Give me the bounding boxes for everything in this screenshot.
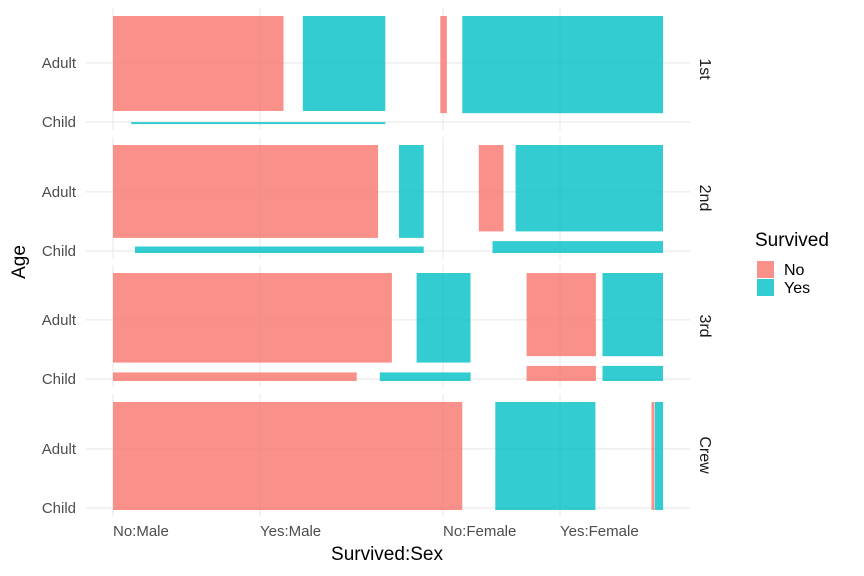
mosaic-tile-no — [113, 273, 392, 363]
mosaic-tile-no — [526, 273, 596, 357]
mosaic-tile-yes — [602, 273, 663, 357]
facet-strip-label: Crew — [696, 436, 713, 474]
mosaic-tile-no — [526, 365, 596, 381]
x-axis-ticks: No:Male Yes:Male No:Female Yes:Female — [113, 523, 639, 540]
mosaic-tile-no — [113, 372, 357, 381]
mosaic-tile-no — [113, 145, 379, 238]
y-tick-label: Child — [42, 243, 76, 260]
legend-swatch-no — [757, 261, 774, 278]
mosaic-tile-no — [113, 402, 463, 510]
facet-panels: Adult Child Adult Child Adult Child Adult Child — [42, 8, 690, 517]
y-tick-label: Child — [42, 114, 76, 131]
mosaic-tile-yes — [379, 372, 471, 381]
facet-strip-label: 2nd — [696, 185, 713, 212]
x-tick-label: Yes:Female — [560, 523, 639, 540]
legend-title: Survived — [755, 230, 829, 251]
mosaic-tile-no — [113, 16, 284, 111]
mosaic-tile-yes — [416, 273, 471, 363]
x-tick-label: No:Male — [113, 523, 169, 540]
facet-panel-1st: Adult Child — [42, 8, 690, 131]
mosaic-tile-yes — [495, 402, 596, 510]
y-tick-label: Child — [42, 500, 76, 517]
facet-panel-crew: Adult Child — [42, 394, 690, 517]
mosaic-tile-no — [478, 145, 504, 232]
mosaic-tile-yes — [602, 365, 663, 381]
legend-label: No — [784, 262, 805, 279]
facet-strip-label: 3rd — [696, 314, 713, 337]
mosaic-tile-yes — [135, 246, 424, 253]
y-tick-label: Adult — [42, 184, 77, 201]
x-axis-title: Survived:Sex — [331, 544, 443, 565]
facet-strip-label: 1st — [696, 58, 713, 80]
mosaic-tile-no — [651, 402, 655, 510]
y-tick-label: Child — [42, 371, 76, 388]
mosaic-tile-yes — [131, 122, 386, 125]
facet-panel-2nd: Adult Child — [42, 137, 690, 260]
mosaic-tile-yes — [492, 241, 663, 253]
mosaic-tile-yes — [399, 145, 424, 238]
mosaic-tile-no — [440, 16, 447, 114]
facet-panel-3rd: Adult Child — [42, 265, 690, 388]
mosaic-tile-yes — [654, 402, 664, 510]
y-axis-title: Age — [9, 245, 30, 279]
legend-swatch-yes — [757, 279, 774, 296]
y-tick-label: Adult — [42, 441, 77, 458]
mosaic-tile-yes — [515, 145, 663, 232]
mosaic-tile-yes — [302, 16, 386, 111]
legend-label: Yes — [784, 280, 810, 297]
y-tick-label: Adult — [42, 55, 77, 72]
x-tick-label: No:Female — [443, 523, 516, 540]
mosaic-tile-yes — [462, 16, 664, 114]
facet-strips: 1st 2nd 3rd Crew — [696, 58, 713, 474]
x-tick-label: Yes:Male — [260, 523, 321, 540]
y-tick-label: Adult — [42, 312, 77, 329]
